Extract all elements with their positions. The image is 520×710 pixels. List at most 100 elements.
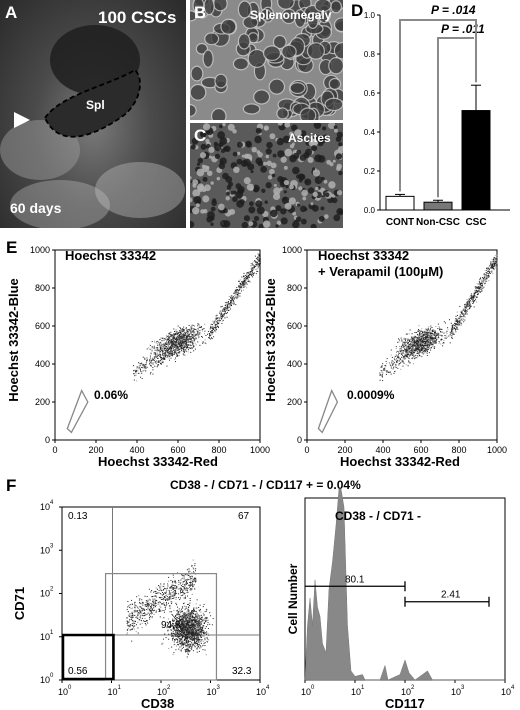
event-dot (174, 629, 176, 631)
event-dot (133, 370, 135, 372)
y-tick-label: 600 (35, 321, 50, 331)
event-dot (220, 317, 222, 319)
event-dot (142, 367, 144, 369)
event-dot (417, 338, 419, 340)
cell (333, 128, 338, 133)
cell (270, 209, 278, 218)
event-dot (410, 344, 412, 346)
event-dot (165, 346, 167, 348)
event-dot (201, 621, 203, 623)
event-dot (208, 337, 210, 339)
event-dot (184, 331, 186, 333)
event-dot (399, 363, 401, 365)
event-dot (257, 270, 259, 272)
cell (237, 33, 251, 50)
event-dot (481, 280, 483, 282)
event-dot (426, 334, 428, 336)
event-dot (402, 351, 404, 353)
event-dot (474, 292, 476, 294)
event-dot (191, 328, 193, 330)
event-dot (186, 341, 188, 343)
event-dot (168, 602, 170, 604)
event-dot (206, 640, 208, 642)
event-dot (199, 608, 201, 610)
event-dot (199, 344, 201, 346)
event-dot (160, 349, 162, 351)
event-dot (391, 356, 393, 358)
event-dot (165, 337, 167, 339)
event-dot (426, 331, 428, 333)
event-dot (244, 279, 246, 281)
event-dot (153, 346, 155, 348)
event-dot (160, 362, 162, 364)
event-dot (155, 360, 157, 362)
event-dot (187, 332, 189, 334)
cell (273, 183, 277, 187)
event-dot (176, 338, 178, 340)
event-dot (489, 264, 491, 266)
event-dot (193, 608, 195, 610)
event-dot (391, 360, 393, 362)
event-dot (478, 290, 480, 292)
event-dot (135, 609, 137, 611)
event-dot (434, 334, 436, 336)
cell (251, 146, 257, 153)
cell (212, 0, 228, 12)
event-dot (152, 602, 154, 604)
event-dot (168, 333, 170, 335)
event-dot (435, 334, 437, 336)
event-dot (151, 350, 153, 352)
y-tick-label: 1000 (282, 245, 302, 255)
event-dot (471, 296, 473, 298)
event-dot (226, 306, 228, 308)
event-dot (190, 338, 192, 340)
event-dot (406, 350, 408, 352)
event-dot (421, 330, 423, 332)
bracket-cont-csc (399, 19, 477, 192)
event-dot (136, 611, 138, 613)
event-dot (192, 346, 194, 348)
event-dot (181, 332, 183, 334)
event-dot (163, 344, 165, 346)
event-dot (437, 338, 439, 340)
event-dot (178, 349, 180, 351)
event-dot (256, 264, 258, 266)
event-dot (399, 358, 401, 360)
event-dot (182, 340, 184, 342)
event-dot (180, 622, 182, 624)
event-dot (418, 338, 420, 340)
event-dot (127, 624, 129, 626)
cell (202, 176, 208, 182)
event-dot (195, 344, 197, 346)
event-dot (187, 642, 189, 644)
event-dot (175, 332, 177, 334)
event-dot (167, 583, 169, 585)
event-dot (256, 260, 258, 262)
event-dot (430, 325, 432, 327)
event-dot (454, 328, 456, 330)
event-dot (251, 269, 253, 271)
event-dot (182, 337, 184, 339)
event-dot (174, 630, 176, 632)
event-dot (422, 337, 424, 339)
event-dot (402, 362, 404, 364)
event-dot (426, 342, 428, 344)
event-dot (468, 299, 470, 301)
cell (338, 145, 343, 154)
event-dot (161, 354, 163, 356)
event-dot (154, 365, 156, 367)
event-dot (192, 618, 194, 620)
event-dot (419, 331, 421, 333)
event-dot (398, 364, 400, 366)
event-dot (181, 632, 183, 634)
event-dot (431, 342, 433, 344)
event-dot (180, 584, 182, 586)
event-dot (194, 634, 196, 636)
event-dot (481, 280, 483, 282)
event-dot (174, 349, 176, 351)
event-dot (154, 603, 156, 605)
cell (232, 190, 237, 195)
event-dot (127, 621, 129, 623)
event-dot (157, 354, 159, 356)
event-dot (185, 334, 187, 336)
